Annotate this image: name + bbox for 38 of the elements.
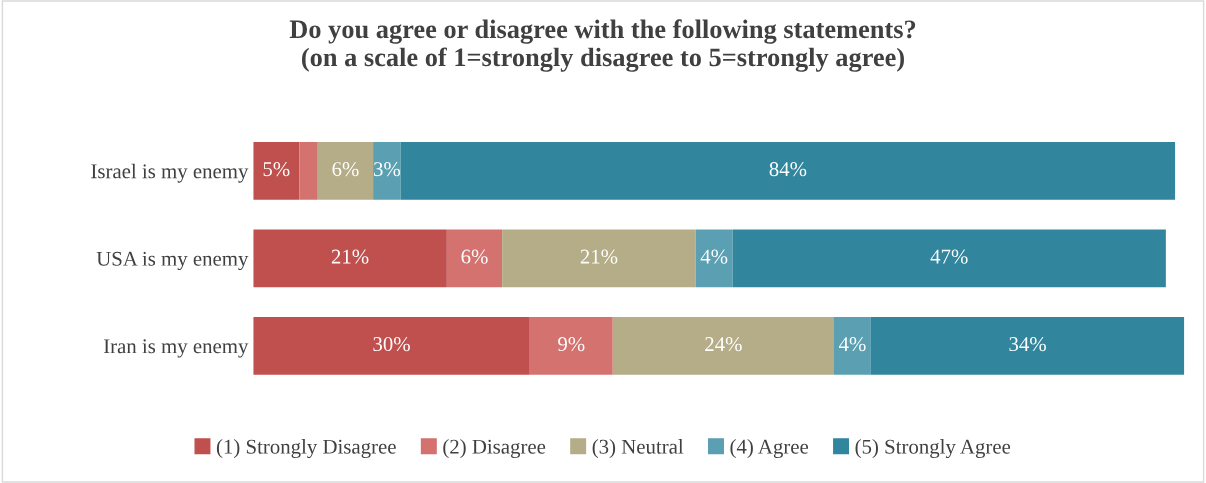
chart-title: Do you agree or disagree with the following statements? (on a scale of 1=strongly disagree to 5=strongly agree): [289, 19, 916, 72]
bar: [695, 229, 733, 288]
bar: [529, 317, 613, 375]
data-label: 30%: [373, 337, 410, 352]
legend-label: (3) Neutral: [592, 439, 684, 458]
data-label: 9%: [558, 337, 585, 352]
data-label: 3%: [374, 162, 401, 177]
data-label: 21%: [331, 249, 369, 264]
bar: [834, 317, 871, 375]
data-label: 6%: [461, 249, 488, 264]
bar: [317, 142, 374, 200]
data-label: 5%: [263, 162, 290, 177]
y-tick-label: USA is my enemy: [96, 251, 249, 271]
data-label: 47%: [930, 249, 968, 264]
data-label: 4%: [700, 249, 728, 264]
legend-label: (2) Disagree: [443, 439, 546, 459]
data-label: 34%: [1009, 337, 1046, 352]
bar: [253, 317, 530, 375]
data-label: 24%: [705, 337, 742, 352]
bar: [400, 142, 1176, 200]
legend-label: (4) Agree: [730, 439, 809, 459]
bar: [299, 142, 318, 200]
bar: [502, 229, 696, 288]
bar: [446, 229, 503, 288]
bar: [870, 317, 1185, 375]
y-tick-label: Israel is my enemy: [91, 163, 249, 183]
legend-label: (1) Strongly Disagree: [216, 439, 396, 459]
legend-label: (5) Strongly Agree: [855, 439, 1011, 459]
bar: [253, 142, 300, 200]
data-label: 4%: [838, 337, 866, 352]
data-label: 21%: [580, 249, 618, 264]
bar: [732, 229, 1166, 288]
data-label: 6%: [332, 162, 359, 177]
y-tick-label: Iran is my enemy: [103, 339, 249, 358]
bar: [253, 229, 447, 288]
bar: [373, 142, 401, 200]
bar: [612, 317, 834, 375]
data-label: 84%: [769, 162, 807, 177]
